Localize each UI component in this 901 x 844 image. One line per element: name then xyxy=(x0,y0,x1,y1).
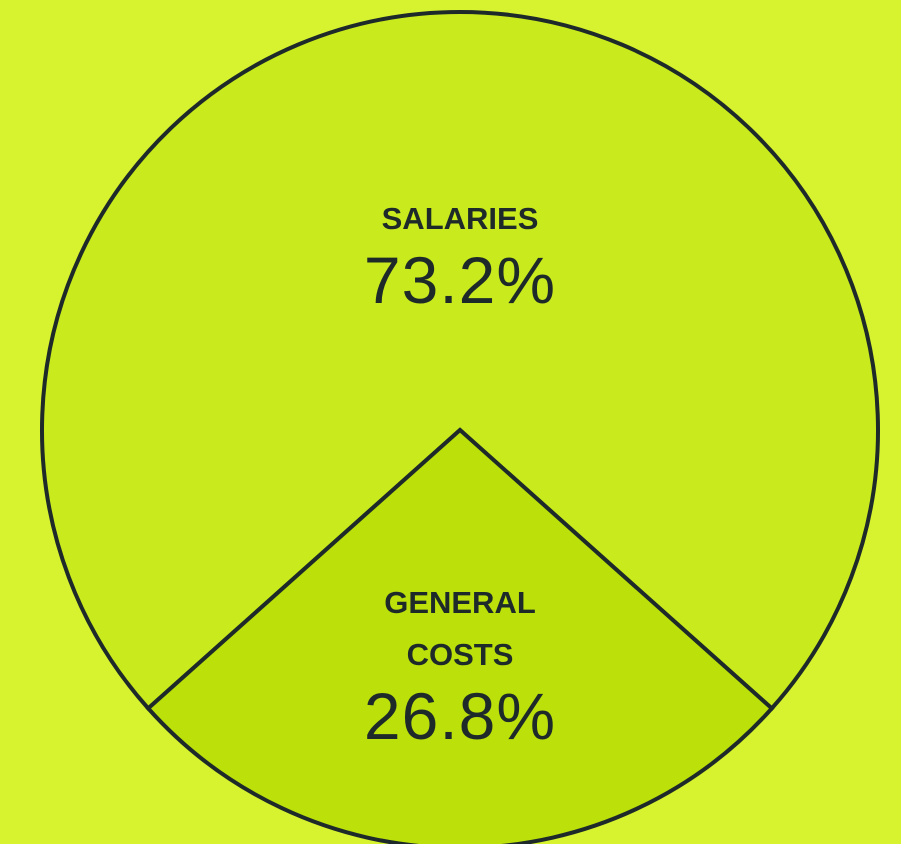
value-label: 26.8% xyxy=(363,679,557,754)
slice-label: GENERAL COSTS 26.8% xyxy=(350,577,570,751)
pie-slice xyxy=(40,10,880,712)
pie-slice xyxy=(145,427,775,844)
slice-label: SALARIES 73.2% xyxy=(350,193,570,315)
value-label: 73.2% xyxy=(363,243,557,318)
category-label: SALARIES xyxy=(381,201,539,237)
category-label: GENERAL COSTS xyxy=(384,585,536,673)
